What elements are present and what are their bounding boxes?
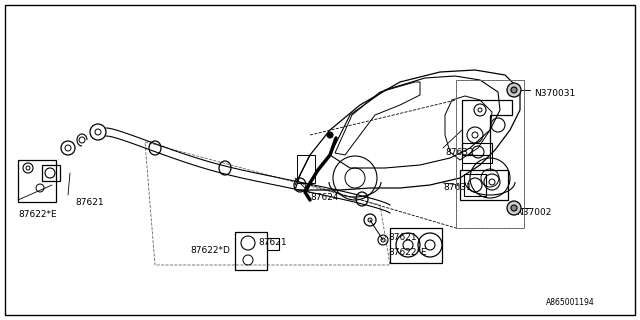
Text: 87621: 87621 (75, 198, 104, 207)
Circle shape (507, 201, 521, 215)
Bar (456, 80, 524, 228)
Text: 87622*D: 87622*D (190, 246, 230, 255)
Text: 87622*E: 87622*E (388, 248, 427, 257)
Bar (460, 170, 508, 200)
Bar (18, 160, 56, 202)
Text: 87621: 87621 (388, 233, 417, 242)
Bar (456, 80, 524, 228)
Circle shape (327, 132, 333, 138)
Bar (297, 155, 315, 183)
Text: 87621: 87621 (258, 238, 287, 247)
Text: 87624: 87624 (310, 193, 339, 202)
Bar (267, 238, 279, 250)
Text: 87632: 87632 (445, 148, 474, 157)
Text: A865001194: A865001194 (546, 298, 595, 307)
Circle shape (511, 205, 517, 211)
Bar (42, 165, 60, 181)
Text: N37002: N37002 (516, 208, 552, 217)
Text: 87622*E: 87622*E (18, 210, 56, 219)
Text: N370031: N370031 (534, 89, 575, 98)
Circle shape (511, 87, 517, 93)
Bar (390, 228, 442, 263)
Bar (464, 174, 486, 196)
Bar (462, 143, 492, 163)
Bar (235, 232, 267, 270)
Circle shape (507, 83, 521, 97)
Text: 87631: 87631 (443, 183, 472, 192)
